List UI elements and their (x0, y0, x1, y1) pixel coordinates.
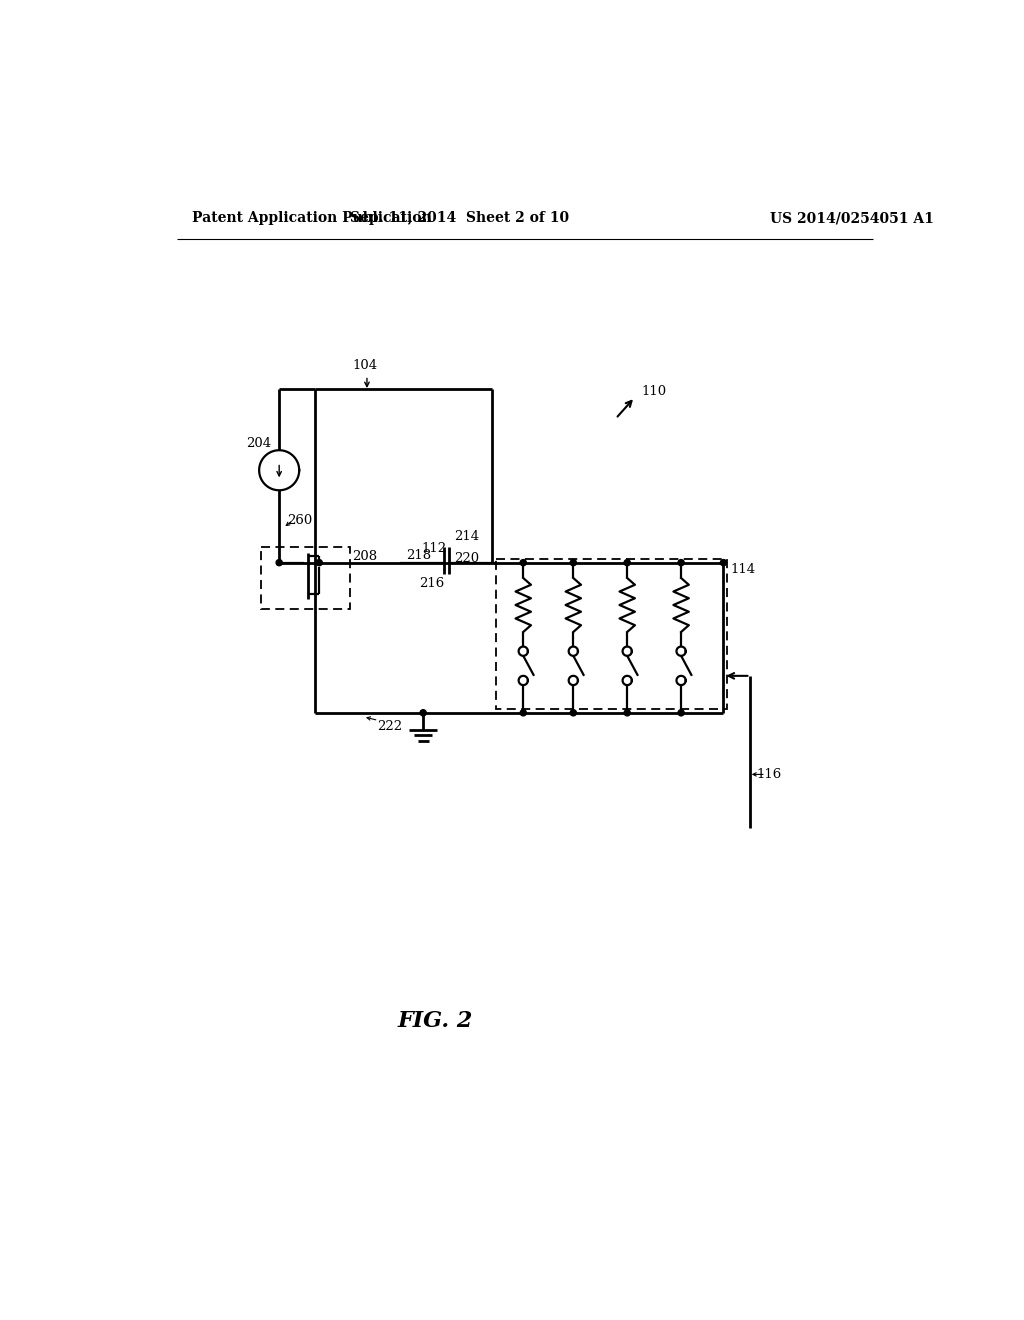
Circle shape (520, 710, 526, 715)
Text: 110: 110 (641, 385, 667, 399)
Circle shape (520, 560, 526, 566)
Circle shape (678, 560, 684, 566)
Circle shape (720, 560, 727, 566)
Circle shape (276, 560, 283, 566)
Text: 208: 208 (352, 549, 378, 562)
Circle shape (570, 560, 577, 566)
Text: 116: 116 (757, 768, 781, 781)
Text: 112: 112 (421, 541, 446, 554)
Text: 216: 216 (419, 577, 444, 590)
Text: 214: 214 (454, 531, 479, 544)
Circle shape (316, 560, 323, 566)
Text: Sep. 11, 2014  Sheet 2 of 10: Sep. 11, 2014 Sheet 2 of 10 (350, 211, 569, 226)
Circle shape (625, 710, 631, 715)
Text: 204: 204 (247, 437, 271, 450)
Text: 114: 114 (730, 562, 756, 576)
Text: Patent Application Publication: Patent Application Publication (193, 211, 432, 226)
Text: 218: 218 (406, 549, 431, 562)
Text: 104: 104 (353, 359, 378, 372)
Circle shape (570, 710, 577, 715)
Text: FIG. 2: FIG. 2 (397, 1010, 472, 1032)
Circle shape (420, 710, 426, 715)
Text: 222: 222 (377, 721, 402, 734)
Circle shape (625, 560, 631, 566)
Text: US 2014/0254051 A1: US 2014/0254051 A1 (770, 211, 934, 226)
Circle shape (678, 710, 684, 715)
Text: 260: 260 (287, 513, 312, 527)
Text: 220: 220 (454, 552, 479, 565)
